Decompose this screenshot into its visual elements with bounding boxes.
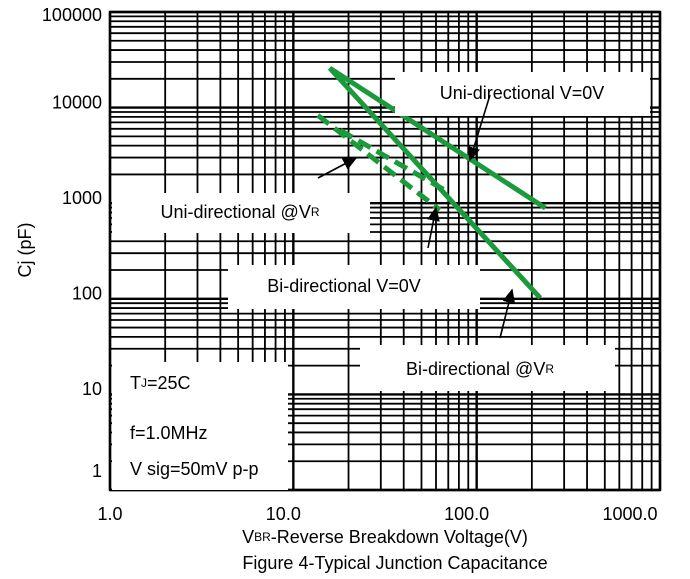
text-part: =25C [147,373,191,393]
series-line [316,113,442,212]
y-tick-label: 10000 [52,92,102,112]
text-part: Uni-directional @V [161,202,311,222]
subscript: J [141,376,147,390]
text-part: T [130,373,141,393]
y-axis-label: Cj (pF) [15,223,35,278]
annotation: Bi-directional V=0V [267,276,421,296]
subscript: R [311,205,320,219]
y-tick-label: 100000 [42,5,102,25]
annotation-box [112,193,370,233]
plot-frame [108,10,662,492]
arrow [427,206,440,249]
annotation-box [395,72,650,116]
x-tick-label: 100.0 [444,504,489,524]
y-tick-label: 100 [72,284,102,304]
chart-title: Figure 4-Typical Junction Capacitance [242,553,547,573]
text-part: V [242,527,254,547]
annotation: f=1.0MHz [130,423,208,443]
text-part: -Reverse Breakdown Voltage(V) [271,527,528,547]
arrow [499,288,516,339]
annotation: TJ=25C [130,373,191,393]
x-tick-label: 10.0 [266,504,301,524]
annotation: V sig=50mV p-p [130,459,259,479]
text-part: Bi-directional V=0V [267,276,421,296]
y-tick-label: 1 [92,461,102,481]
subscript: R [545,362,554,376]
text-part: Uni-directional V=0V [440,83,605,103]
x-tick-label: 1000.0 [602,504,657,524]
x-axis-label: VBR-Reverse Breakdown Voltage(V) [242,527,528,547]
annotation: Uni-directional V=0V [440,83,605,103]
y-tick-label: 10 [82,379,102,399]
annotation-box [360,345,615,391]
text-part: f=1.0MHz [130,423,208,443]
annotation-box [112,362,288,490]
annotation-box [228,265,480,309]
y-tick-label: 1000 [62,188,102,208]
arrow [317,157,358,179]
x-tick-label: 1.0 [97,504,122,524]
text-part: V sig=50mV p-p [130,459,259,479]
subscript: BR [254,530,271,544]
annotation: Uni-directional @VR [161,202,320,222]
arrow [467,94,491,162]
text-part: Bi-directional @V [406,359,545,379]
annotation: Bi-directional @VR [406,359,554,379]
series-line [328,65,547,211]
lines [316,65,547,300]
arrows [317,94,516,339]
